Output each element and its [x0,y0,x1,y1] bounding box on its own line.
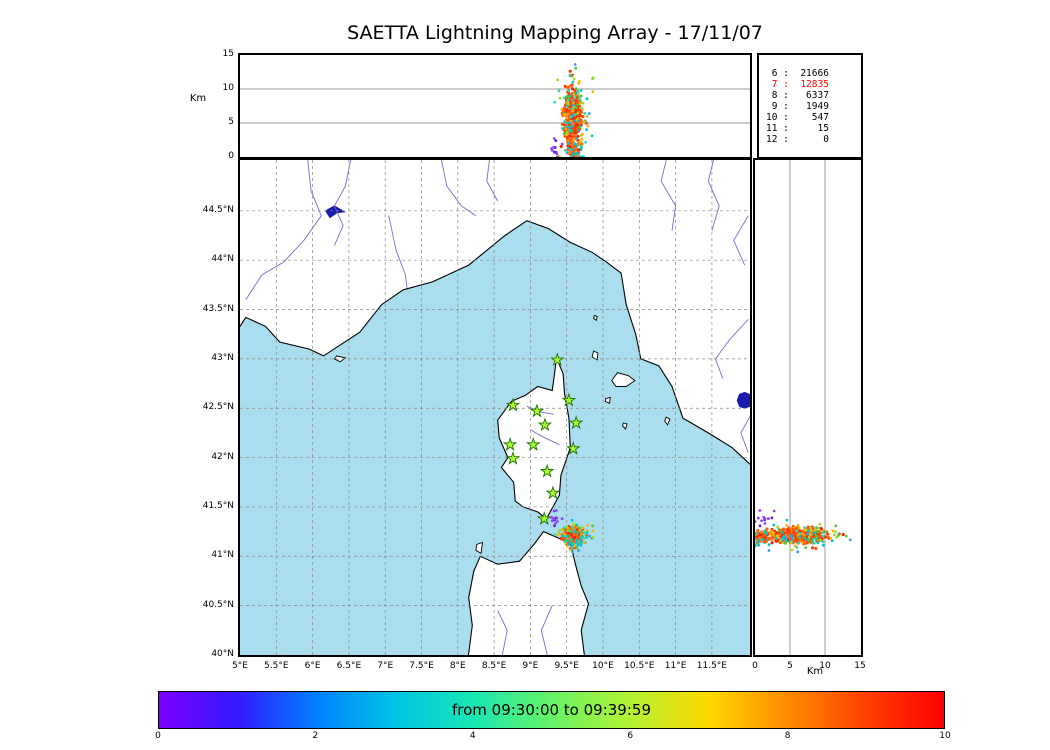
lon-tick-label: 7.5°E [402,661,442,671]
colorbar-tick-label: 4 [461,731,485,741]
station-count-rows: 6 : 21666 7 : 12835 8 : 6337 9 : 194910 … [759,55,861,145]
lat-tick-label: 43°N [186,353,234,363]
lat-tick-label: 44°N [186,254,234,264]
station-count-row: 9 : 1949 [766,101,861,112]
altitude-latitude-panel [753,158,863,657]
alt-axis-label: Km [183,93,213,104]
lon-tick-label: 10°E [583,661,623,671]
lma-display: SAETTA Lightning Mapping Array - 17/11/0… [0,0,1050,750]
lon-tick-label: 6.5°E [329,661,369,671]
right-alt-tick-label: 0 [743,661,767,671]
right-panel-gridlines [790,160,825,655]
station-count-row: 12 : 0 [766,134,861,145]
lon-tick-label: 11.5°E [692,661,732,671]
right-alt-tick-label: 5 [778,661,802,671]
lat-tick-label: 41°N [186,550,234,560]
lat-tick-label: 43.5°N [186,304,234,314]
lat-tick-label: 41.5°N [186,501,234,511]
lightning-sources-alt-lon [550,63,595,157]
station-count-row: 6 : 21666 [766,68,861,79]
alt-tick-label: 0 [206,151,234,161]
lat-tick-label: 42°N [186,452,234,462]
station-count-row: 7 : 12835 [766,79,861,90]
altitude-latitude-plot [755,160,861,655]
page-title: SAETTA Lightning Mapping Array - 17/11/0… [240,22,870,44]
alt-tick-label: 5 [206,117,234,127]
right-alt-tick-label: 15 [848,661,872,671]
alt-tick-label: 10 [206,83,234,93]
colorbar-tick-label: 2 [303,731,327,741]
lake [737,392,750,408]
time-colorbar: from 09:30:00 to 09:39:59 [158,691,945,729]
lat-tick-label: 44.5°N [186,205,234,215]
right-alt-tick-label: 10 [813,661,837,671]
lon-tick-label: 10.5°E [619,661,659,671]
geographic-map [240,160,750,655]
lat-tick-label: 40°N [186,649,234,659]
station-count-row: 10 : 547 [766,112,861,123]
lon-tick-label: 7°E [365,661,405,671]
lon-tick-label: 6°E [293,661,333,671]
top-panel-gridlines [240,89,750,123]
colorbar-tick-label: 0 [146,731,170,741]
station-count-legend: 6 : 21666 7 : 12835 8 : 6337 9 : 194910 … [757,53,863,159]
lat-tick-label: 40.5°N [186,600,234,610]
lon-tick-label: 5.5°E [256,661,296,671]
lon-tick-label: 8°E [438,661,478,671]
alt-tick-label: 15 [206,49,234,59]
altitude-longitude-plot [240,55,750,157]
station-count-row: 8 : 6337 [766,90,861,101]
station-count-row: 11 : 15 [766,123,861,134]
lon-tick-label: 9.5°E [547,661,587,671]
lon-tick-label: 9°E [510,661,550,671]
colorbar-tick-label: 6 [618,731,642,741]
lightning-sources-alt-lat [755,509,852,553]
colorbar-tick-label: 10 [933,731,957,741]
altitude-longitude-panel [238,53,752,159]
map-panel [238,158,752,657]
lon-tick-label: 8.5°E [474,661,514,671]
time-window-label: from 09:30:00 to 09:39:59 [159,692,944,728]
lon-tick-label: 5°E [220,661,260,671]
lon-tick-label: 11°E [656,661,696,671]
lat-tick-label: 42.5°N [186,402,234,412]
colorbar-tick-label: 8 [776,731,800,741]
